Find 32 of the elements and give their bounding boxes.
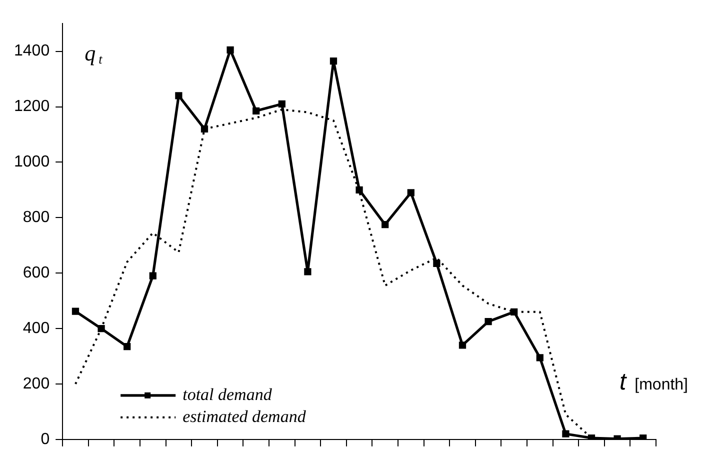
point bbox=[433, 260, 440, 267]
y-tick-label: 1200 bbox=[14, 98, 50, 116]
point bbox=[536, 354, 544, 362]
point bbox=[278, 100, 286, 108]
point bbox=[72, 308, 80, 315]
y-tick-label: 600 bbox=[22, 264, 50, 282]
point bbox=[124, 342, 131, 350]
y-tick-label: 0 bbox=[40, 430, 50, 448]
point bbox=[458, 342, 466, 349]
point bbox=[149, 272, 156, 280]
point bbox=[330, 57, 338, 65]
x-axis-title: t [month] bbox=[620, 368, 688, 396]
point bbox=[640, 434, 647, 440]
point bbox=[304, 268, 312, 276]
point bbox=[484, 318, 492, 326]
y-tick-label: 800 bbox=[22, 209, 50, 226]
y-tick-label: 1400 bbox=[14, 42, 50, 60]
y-tick-label: 1000 bbox=[14, 154, 50, 171]
point bbox=[175, 92, 182, 100]
point bbox=[356, 186, 363, 194]
point bbox=[252, 107, 260, 114]
point bbox=[200, 125, 208, 132]
point bbox=[226, 46, 234, 54]
point bbox=[98, 324, 105, 332]
y-tick-label: 400 bbox=[22, 320, 50, 337]
point bbox=[407, 189, 414, 196]
y-tick-label: 200 bbox=[22, 375, 50, 392]
point bbox=[382, 221, 389, 228]
point bbox=[562, 430, 570, 438]
point bbox=[510, 308, 518, 316]
legend-label: estimated demand bbox=[182, 406, 306, 426]
legend-label: total demand bbox=[182, 384, 272, 404]
